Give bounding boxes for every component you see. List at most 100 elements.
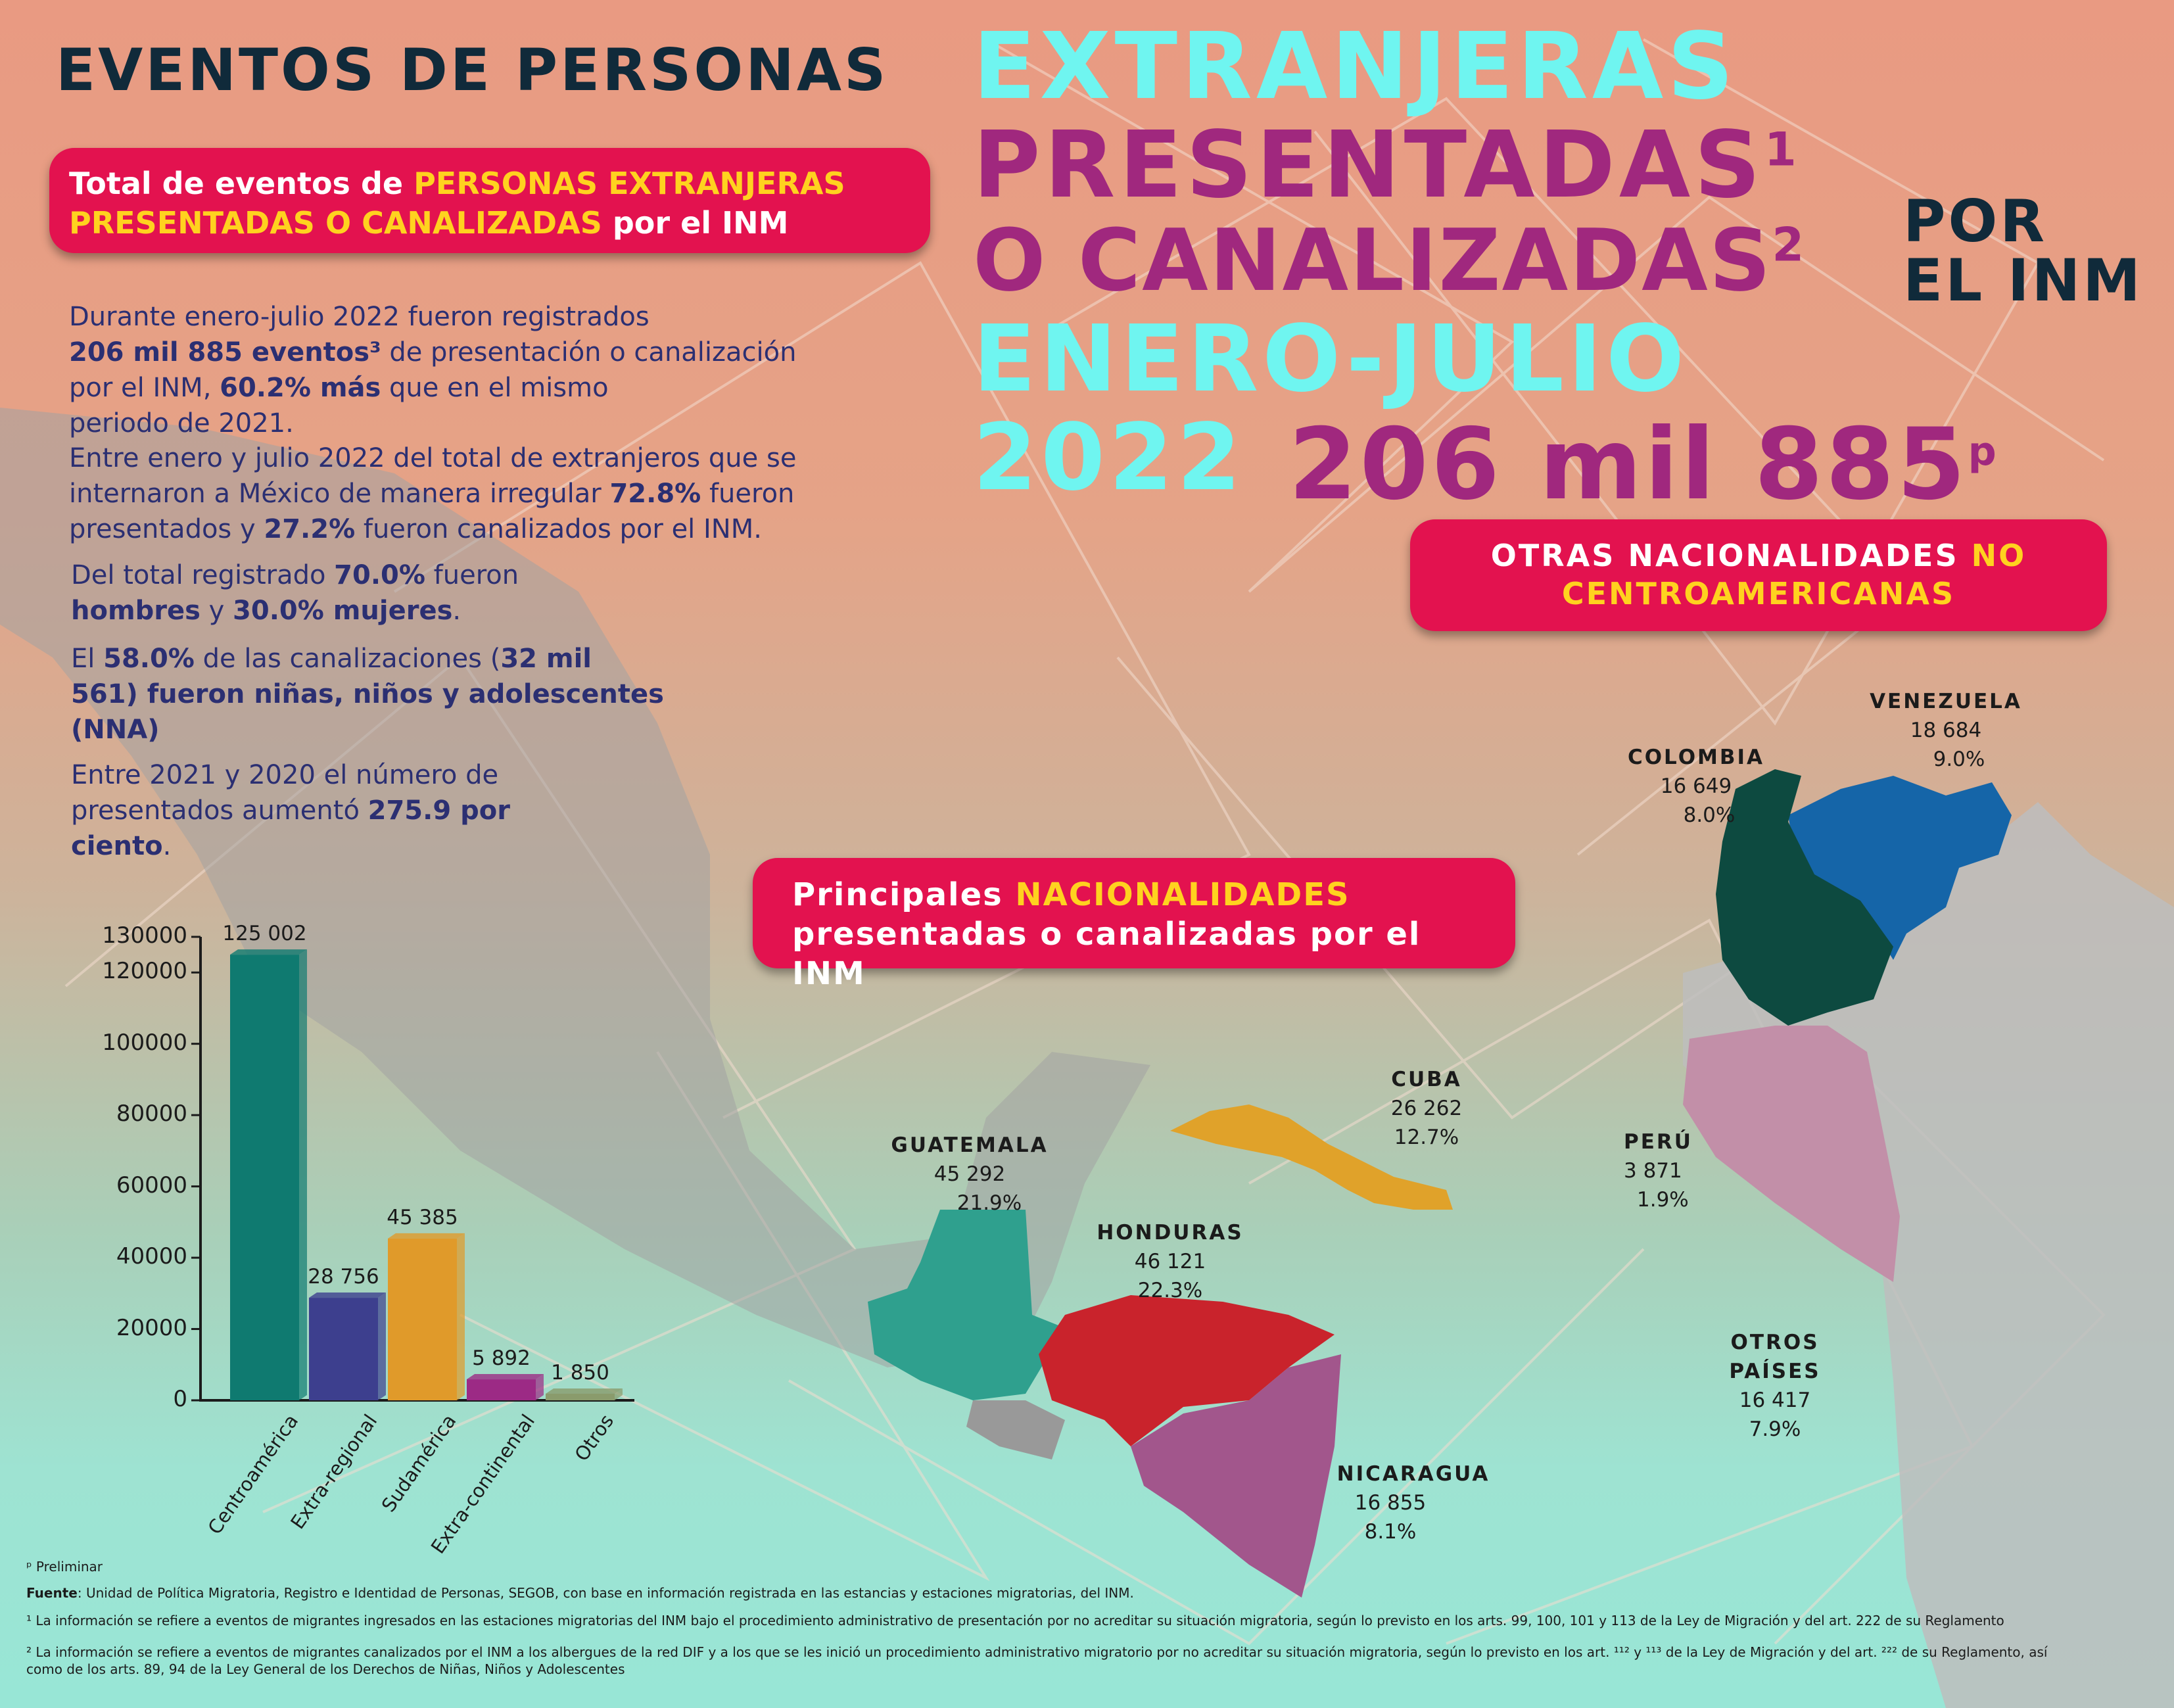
p1-mismo: que en el mismo — [381, 373, 609, 403]
label-guatemala: GUATEMALA 45 292 21.9% — [884, 1131, 1055, 1218]
venezuela-shape — [1788, 776, 2012, 960]
paragraph-1: Durante enero-julio 2022 fueron registra… — [69, 299, 924, 441]
y-tick-label: 0 — [173, 1386, 187, 1412]
colombia-pct: 8.0% — [1683, 803, 1736, 827]
bar-extra-continental — [467, 1379, 536, 1400]
cuba-shape — [1170, 1104, 1453, 1210]
pill-total-part4: por el INM — [602, 205, 789, 241]
pill-total-eventos: Total de eventos de PERSONAS EXTRANJERAS… — [49, 148, 930, 253]
bar-chart-svg — [191, 936, 634, 1402]
bar-side — [457, 1233, 465, 1400]
guatemala-value: 45 292 — [933, 1162, 1006, 1186]
p4-el: El — [71, 644, 104, 674]
label-otros-paises: OTROS PAÍSES 16 417 7.9% — [1683, 1328, 1867, 1444]
title-year: 2022 — [973, 404, 1245, 511]
footnote-2: ² La información se refiere a eventos de… — [26, 1644, 2048, 1660]
footnote-fuente: Fuente: Unidad de Política Migratoria, R… — [26, 1584, 2130, 1601]
y-tick-label: 100000 — [102, 1029, 187, 1056]
pill-total-part1: Total de eventos de — [69, 166, 414, 201]
honduras-shape — [1039, 1295, 1335, 1446]
p3-pct: 70.0% — [334, 560, 425, 590]
p2-presentados: presentados y — [69, 514, 264, 544]
pill-principales-part1: Principales — [792, 876, 1016, 913]
p4-de: de las canalizaciones ( — [194, 644, 501, 674]
nicaragua-pct: 8.1% — [1364, 1520, 1417, 1544]
footnote-preliminar: ᵖ Preliminar — [26, 1559, 103, 1575]
p5-dot: . — [162, 831, 172, 861]
otros-value: 16 417 — [1739, 1388, 1811, 1412]
p3-del-total: Del total registrado — [71, 560, 335, 590]
p5-pct: 275.9 por — [367, 795, 510, 826]
label-honduras: HONDURAS 46 121 22.3% — [1088, 1218, 1252, 1305]
p1-line1: Durante enero-julio 2022 fueron registra… — [69, 302, 650, 332]
p2-fueron: fueron — [701, 479, 795, 509]
bar-extra-regional — [309, 1298, 378, 1400]
bar-top — [230, 949, 307, 955]
p3-hombres: hombres — [71, 596, 201, 626]
p3-mujeres: 30.0% mujeres — [233, 596, 453, 626]
p2-internaron: internaron a México de manera irregular — [69, 479, 610, 509]
bar-top — [388, 1233, 465, 1239]
el-salvador-shape — [966, 1400, 1065, 1459]
title-el-inm: EL INM — [1903, 247, 2143, 314]
y-tick-label: 40000 — [116, 1243, 187, 1270]
sup-1: 1 — [1764, 122, 1801, 177]
p3-fueron: fueron — [425, 560, 519, 590]
cuba-pct: 12.7% — [1394, 1126, 1459, 1149]
bar-value-label: 125 002 — [222, 922, 307, 946]
pill-principales-part3: presentadas o canalizadas por el INM — [792, 916, 1421, 992]
p2-line1: Entre enero y julio 2022 del total de ex… — [69, 443, 797, 473]
paragraph-2: Entre enero y julio 2022 del total de ex… — [69, 440, 937, 547]
p4-ninos: 561) fueron niñas, niños y adolescentes — [71, 679, 664, 709]
p2-pct1: 72.8% — [609, 479, 701, 509]
nicaragua-value: 16 855 — [1354, 1491, 1427, 1515]
title-presentadas: PRESENTADAS1 — [973, 112, 1801, 219]
peru-shape — [1683, 1026, 1900, 1282]
p3-y: y — [200, 596, 233, 626]
paragraph-3: Del total registrado 70.0% fueron hombre… — [71, 557, 728, 629]
bar-otros — [546, 1393, 615, 1400]
pill-otras-nacionalidades: OTRAS NACIONALIDADES NO CENTROAMERICANAS — [1410, 519, 2107, 631]
cuba-name: CUBA — [1391, 1068, 1462, 1091]
peru-name: PERÚ — [1624, 1130, 1693, 1154]
nicaragua-name: NICARAGUA — [1336, 1462, 1490, 1486]
y-tick-label: 60000 — [116, 1172, 187, 1198]
p2-canalizados: fueron canalizados por el INM. — [355, 514, 762, 544]
paragraph-4: El 58.0% de las canalizaciones (32 mil 5… — [71, 641, 728, 747]
guatemala-pct: 21.9% — [957, 1191, 1022, 1215]
p5-ciento: ciento — [71, 831, 163, 861]
bar-top — [546, 1388, 623, 1394]
footnote-1: ¹ La información se refiere a eventos de… — [26, 1613, 2004, 1628]
fuente-label: Fuente — [26, 1585, 78, 1601]
title-canalizadas-text: O CANALIZADAS — [973, 210, 1772, 310]
bar-side — [378, 1293, 386, 1400]
otros-pct: 7.9% — [1749, 1417, 1801, 1441]
p1-periodo: periodo de 2021. — [69, 408, 294, 439]
bar-value-label: 5 892 — [472, 1346, 531, 1371]
total-count: 206 mil 885p — [1288, 408, 1999, 522]
paragraph-5: Entre 2021 y 2020 el número de presentad… — [71, 757, 728, 864]
guatemala-name: GUATEMALA — [891, 1133, 1049, 1157]
guatemala-shape — [868, 1210, 1065, 1400]
title-line-1: EVENTOS DE PERSONAS — [56, 36, 889, 104]
honduras-value: 46 121 — [1134, 1250, 1206, 1273]
title-canalizadas: O CANALIZADAS2 — [973, 210, 1805, 310]
peru-value: 3 871 — [1624, 1159, 1682, 1183]
bar-sudam-rica — [388, 1238, 457, 1400]
honduras-name: HONDURAS — [1097, 1221, 1244, 1245]
label-cuba: CUBA 26 262 12.7% — [1348, 1065, 1505, 1152]
otros-name: OTROS PAÍSES — [1729, 1331, 1821, 1383]
p1-por: por el INM, — [69, 373, 220, 403]
peru-pct: 1.9% — [1637, 1188, 1689, 1212]
colombia-value: 16 649 — [1660, 774, 1732, 798]
p1-pct: 60.2% más — [220, 373, 381, 403]
cuba-value: 26 262 — [1390, 1097, 1463, 1120]
p3-dot: . — [452, 596, 461, 626]
colombia-shape — [1716, 769, 1893, 1026]
p2-pct2: 27.2% — [264, 514, 356, 544]
pill-otras-part2: NO — [1971, 538, 2027, 573]
footnote-2b: como de los arts. 89, 94 de la Ley Gener… — [26, 1661, 625, 1677]
total-sup: p — [1968, 429, 1999, 475]
y-tick-label: 80000 — [116, 1101, 187, 1127]
mexico-silhouette — [0, 408, 1150, 1367]
